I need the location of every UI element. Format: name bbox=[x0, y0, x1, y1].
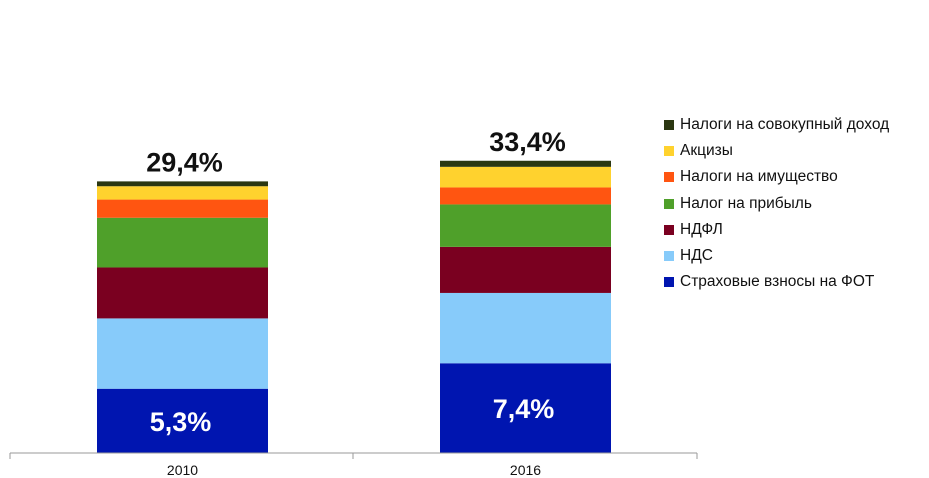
x-tick-label: 2010 bbox=[167, 462, 198, 478]
bar-segment bbox=[97, 186, 268, 200]
legend-label: Страховые взносы на ФОТ bbox=[680, 273, 875, 291]
legend-item: Налоги на совокупный доход bbox=[664, 112, 889, 138]
bar-segment bbox=[440, 204, 611, 247]
legend-swatch bbox=[664, 251, 674, 262]
legend-label: Налоги на совокупный доход bbox=[680, 116, 890, 134]
legend-label: Налоги на имущество bbox=[680, 168, 838, 186]
bars-layer bbox=[97, 160, 611, 453]
legend-label: Акцизы bbox=[680, 142, 733, 160]
bar-segment bbox=[440, 160, 611, 167]
bar-segment bbox=[440, 166, 611, 188]
legend-label: Налог на прибыль bbox=[680, 194, 812, 212]
bar-segment bbox=[440, 187, 611, 205]
x-tick-label: 2016 bbox=[510, 462, 541, 478]
bar-segment bbox=[97, 388, 268, 453]
bar-total-label: 29,4% bbox=[146, 147, 223, 177]
bar-segment bbox=[440, 292, 611, 364]
legend-item: НДФЛ bbox=[664, 217, 889, 243]
legend-item: НДС bbox=[664, 243, 889, 269]
chart-legend: Налоги на совокупный доход Акцизы Налоги н… bbox=[664, 112, 889, 295]
bar-segment bbox=[97, 318, 268, 389]
bar-segment bbox=[440, 246, 611, 293]
legend-swatch bbox=[664, 120, 674, 131]
legend-label: НДФЛ bbox=[680, 220, 723, 238]
legend-item: Налоги на имущество bbox=[664, 164, 889, 190]
bar-segment bbox=[440, 363, 611, 453]
bar-segment bbox=[97, 217, 268, 268]
legend-label: НДС bbox=[680, 247, 713, 265]
bar-segment bbox=[97, 199, 268, 218]
segment-value-label: 7,4% bbox=[493, 394, 555, 424]
bar-segment bbox=[97, 267, 268, 319]
x-tick-marks bbox=[9, 453, 698, 459]
bar-segment bbox=[97, 181, 268, 187]
legend-item: Налог на прибыль bbox=[664, 191, 889, 217]
bar-total-label: 33,4% bbox=[489, 127, 566, 157]
legend-item: Акцизы bbox=[664, 138, 889, 164]
legend-swatch bbox=[664, 277, 674, 288]
segment-value-label: 5,3% bbox=[150, 407, 212, 437]
labels-layer: 5,3% 29,4% 2010 7,4% 33,4% 2016 bbox=[146, 127, 566, 478]
legend-swatch bbox=[664, 146, 674, 157]
legend-item: Страховые взносы на ФОТ bbox=[664, 269, 889, 295]
legend-swatch bbox=[664, 224, 674, 235]
legend-swatch bbox=[664, 198, 674, 209]
legend-swatch bbox=[664, 172, 674, 183]
